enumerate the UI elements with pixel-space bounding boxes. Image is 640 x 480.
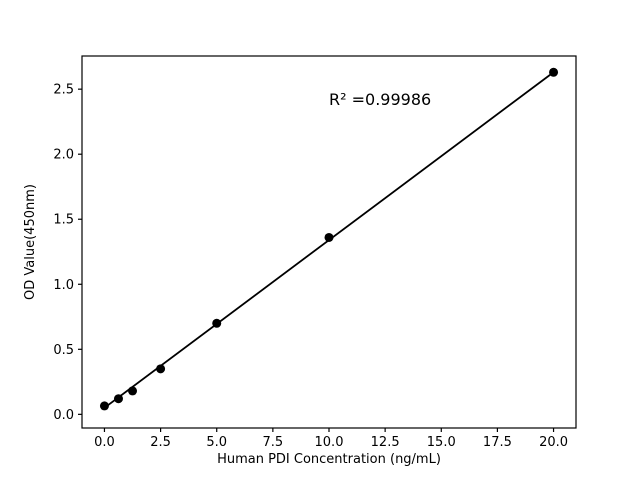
x-axis-label: Human PDI Concentration (ng/mL) [217, 452, 441, 467]
y-tick-label: 2.5 [53, 83, 74, 98]
data-point [212, 318, 222, 328]
data-point [156, 364, 166, 374]
data-point [128, 386, 138, 396]
x-tick-label: 17.5 [483, 435, 512, 450]
y-tick-label: 0.0 [53, 408, 74, 423]
r-squared-annotation: R² =0.99986 [329, 90, 431, 109]
data-point [549, 67, 559, 77]
y-tick-label: 2.0 [53, 148, 74, 163]
y-tick-label: 1.0 [53, 278, 74, 293]
x-tick-label: 5.0 [206, 435, 227, 450]
x-tick-label: 2.5 [150, 435, 171, 450]
x-tick-label: 12.5 [371, 435, 400, 450]
x-tick-label: 10.0 [315, 435, 344, 450]
data-point [99, 401, 109, 411]
data-point [113, 394, 123, 404]
x-tick-label: 15.0 [427, 435, 456, 450]
y-tick-label: 1.5 [53, 213, 74, 228]
data-series [99, 67, 559, 411]
y-tick-label: 0.5 [53, 343, 74, 358]
x-tick-label: 7.5 [263, 435, 284, 450]
x-tick-label: 20.0 [539, 435, 568, 450]
axis-ticks: 0.0 2.5 5.0 7.5 10.0 12.5 15.0 17.5 20.0 0.0 0.5 1.… [53, 83, 568, 450]
x-tick-label: 0.0 [94, 435, 115, 450]
data-point [324, 232, 334, 242]
y-axis-label: OD Value(450nm) [23, 184, 38, 300]
